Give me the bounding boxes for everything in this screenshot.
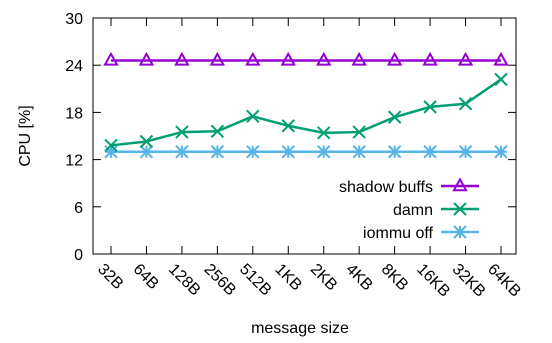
data-point-stroke (281, 119, 295, 133)
y-tick-label: 24 (65, 58, 83, 75)
x-tick-label: 256B (201, 261, 239, 299)
data-point-stroke (352, 125, 366, 139)
data-point (317, 145, 331, 159)
data-point (245, 51, 261, 66)
data-point (316, 51, 332, 66)
data-point-stroke (104, 138, 118, 153)
y-tick-label: 6 (74, 200, 83, 217)
data-point-stroke (494, 72, 508, 87)
legend-swatch-marker (453, 202, 467, 216)
data-point (174, 51, 190, 66)
data-point (423, 100, 437, 114)
data-point (317, 126, 331, 140)
y-tick-label: 0 (74, 247, 83, 264)
legend: shadow buffs damn iommu off (339, 177, 479, 242)
data-point-stroke (387, 110, 402, 124)
x-tick-label: 32KB (449, 261, 489, 301)
data-point (209, 51, 226, 66)
y-axis-title-group: CPU [%] (17, 105, 34, 166)
x-tick-label: 512B (236, 261, 274, 299)
data-point (210, 124, 225, 138)
data-point (458, 97, 473, 111)
data-point (139, 134, 154, 149)
data-point (103, 51, 119, 66)
series-0 (103, 51, 509, 66)
data-point-stroke (458, 97, 473, 111)
x-tick-label: 2KB (307, 261, 340, 294)
data-point (281, 119, 295, 133)
data-point (246, 109, 260, 124)
data-point (281, 145, 295, 159)
plot-frame (92, 17, 517, 255)
data-point (138, 51, 155, 66)
data-point (280, 51, 296, 66)
x-tick-label: 8KB (378, 261, 411, 294)
series-layer (103, 51, 509, 159)
legend-swatch-marker (452, 177, 468, 192)
data-point (422, 51, 438, 66)
data-point (423, 145, 437, 159)
data-point (494, 72, 508, 87)
series-1 (104, 72, 508, 153)
data-point (246, 145, 260, 159)
data-point (386, 51, 403, 66)
data-point (175, 125, 189, 139)
x-tick-label: 1KB (271, 261, 304, 294)
data-point (387, 145, 402, 159)
data-point-stroke (423, 100, 437, 114)
x-tick-label: 16KB (413, 261, 453, 301)
data-point (494, 145, 508, 159)
x-tick-label: 128B (165, 261, 203, 299)
x-tick-label: 64B (130, 261, 162, 293)
y-axis-title: CPU [%] (17, 105, 34, 166)
data-point (352, 125, 366, 139)
legend-swatch-marker-stroke (453, 202, 467, 216)
data-point (457, 51, 474, 66)
y-tick-label: 12 (65, 153, 83, 170)
data-point-stroke (139, 134, 154, 149)
series-line (110, 78, 502, 147)
legend-label: shadow buffs (339, 179, 433, 196)
y-tick-label: 30 (65, 11, 83, 28)
legend-label: damn (393, 202, 433, 219)
legend-label: iommu off (363, 225, 434, 242)
data-point (458, 145, 473, 159)
x-tick-label: 32B (94, 261, 126, 293)
data-point (210, 145, 225, 159)
data-point (139, 145, 154, 159)
data-point (387, 110, 402, 124)
x-axis-title: message size (251, 320, 349, 337)
y-tick-label: 18 (65, 105, 83, 122)
data-point (104, 145, 118, 159)
data-point (351, 51, 367, 66)
data-point-stroke (210, 124, 225, 138)
data-point-stroke (175, 125, 189, 139)
data-point (104, 138, 118, 153)
x-tick-label: 4KB (342, 261, 375, 294)
data-point (175, 145, 189, 159)
data-point-stroke (246, 109, 260, 124)
data-point (493, 51, 509, 66)
data-point-stroke (317, 126, 331, 140)
x-tick-label: 64KB (484, 261, 524, 301)
legend-swatch-marker (453, 225, 467, 239)
data-point (352, 145, 366, 159)
series-2 (104, 145, 508, 159)
